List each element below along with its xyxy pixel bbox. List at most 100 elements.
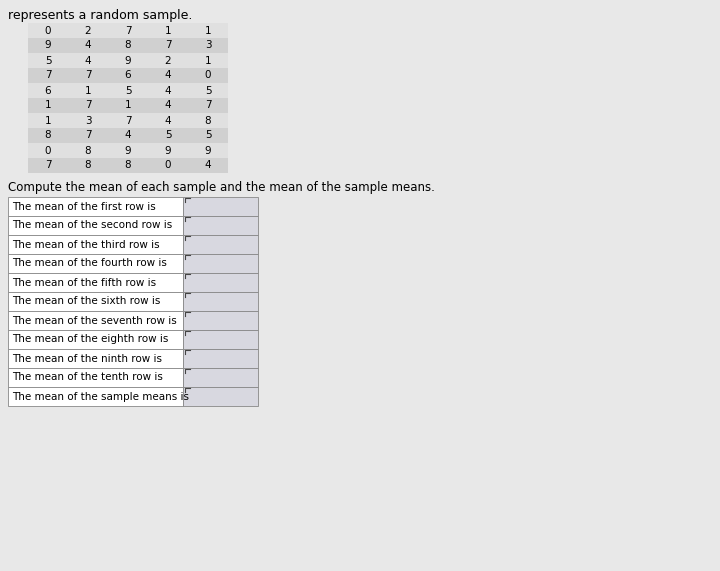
Bar [28, 128, 68, 143]
Bar [183, 330, 258, 349]
Bar [148, 158, 188, 173]
Bar [183, 311, 258, 330]
Bar [183, 368, 258, 387]
Bar [148, 23, 188, 38]
Bar [28, 158, 68, 173]
Bar [8, 273, 183, 292]
Text: 8: 8 [85, 160, 91, 171]
Text: 9: 9 [45, 41, 51, 50]
Text: 2: 2 [85, 26, 91, 35]
Bar [188, 83, 228, 98]
Text: 4: 4 [85, 41, 91, 50]
Bar [188, 98, 228, 113]
Bar [188, 143, 228, 158]
Bar [188, 23, 228, 38]
Text: 7: 7 [165, 41, 171, 50]
Text: 0: 0 [165, 160, 171, 171]
Text: 5: 5 [165, 131, 171, 140]
Bar [8, 368, 183, 387]
Bar [68, 68, 108, 83]
Text: 4: 4 [125, 131, 131, 140]
Bar [108, 98, 148, 113]
Bar [148, 83, 188, 98]
Text: The mean of the eighth row is: The mean of the eighth row is [12, 335, 168, 344]
Bar [8, 216, 183, 235]
Text: 1: 1 [125, 100, 131, 111]
Text: 8: 8 [125, 160, 131, 171]
Text: The mean of the seventh row is: The mean of the seventh row is [12, 316, 176, 325]
Bar [68, 128, 108, 143]
Bar [188, 68, 228, 83]
Bar [188, 113, 228, 128]
Bar [8, 311, 183, 330]
Text: 1: 1 [165, 26, 171, 35]
Text: 6: 6 [45, 86, 51, 95]
Bar [108, 83, 148, 98]
Text: 1: 1 [45, 115, 51, 126]
Bar [108, 158, 148, 173]
Bar [28, 98, 68, 113]
Bar [188, 38, 228, 53]
Text: 4: 4 [165, 115, 171, 126]
Bar [183, 216, 258, 235]
Text: 7: 7 [85, 70, 91, 81]
Text: 0: 0 [204, 70, 211, 81]
Text: The mean of the third row is: The mean of the third row is [12, 239, 160, 250]
Bar [8, 197, 183, 216]
Text: The mean of the sample means is: The mean of the sample means is [12, 392, 189, 401]
Bar [28, 68, 68, 83]
Text: 1: 1 [204, 26, 211, 35]
Text: 7: 7 [45, 70, 51, 81]
Text: 1: 1 [45, 100, 51, 111]
Bar [188, 53, 228, 68]
Text: The mean of the tenth row is: The mean of the tenth row is [12, 372, 163, 383]
Bar [188, 128, 228, 143]
Bar [68, 53, 108, 68]
Text: 5: 5 [125, 86, 131, 95]
Bar [148, 98, 188, 113]
Text: The mean of the sixth row is: The mean of the sixth row is [12, 296, 161, 307]
Bar [68, 83, 108, 98]
Text: 4: 4 [165, 100, 171, 111]
Bar [68, 143, 108, 158]
Bar [68, 23, 108, 38]
Text: The mean of the fourth row is: The mean of the fourth row is [12, 259, 167, 268]
Text: The mean of the fifth row is: The mean of the fifth row is [12, 278, 156, 288]
Bar [148, 38, 188, 53]
Text: 1: 1 [85, 86, 91, 95]
Text: 7: 7 [125, 115, 131, 126]
Text: 8: 8 [85, 146, 91, 155]
Text: 7: 7 [85, 131, 91, 140]
Text: The mean of the second row is: The mean of the second row is [12, 220, 172, 231]
Bar [188, 158, 228, 173]
Bar [28, 38, 68, 53]
Text: The mean of the ninth row is: The mean of the ninth row is [12, 353, 162, 364]
Bar [183, 254, 258, 273]
Bar [183, 197, 258, 216]
Text: 3: 3 [204, 41, 211, 50]
Bar [183, 349, 258, 368]
Text: 9: 9 [125, 146, 131, 155]
Text: 4: 4 [204, 160, 211, 171]
Text: 3: 3 [85, 115, 91, 126]
Text: Compute the mean of each sample and the mean of the sample means.: Compute the mean of each sample and the … [8, 181, 435, 194]
Bar [8, 387, 183, 406]
Bar [108, 143, 148, 158]
Bar [28, 113, 68, 128]
Bar [68, 158, 108, 173]
Text: 4: 4 [165, 70, 171, 81]
Text: 1: 1 [204, 55, 211, 66]
Text: 9: 9 [204, 146, 211, 155]
Bar [108, 53, 148, 68]
Bar [108, 38, 148, 53]
Bar [183, 273, 258, 292]
Text: 7: 7 [45, 160, 51, 171]
Bar [68, 98, 108, 113]
Bar [148, 128, 188, 143]
Text: 7: 7 [85, 100, 91, 111]
Bar [108, 113, 148, 128]
Text: 7: 7 [204, 100, 211, 111]
Text: 8: 8 [45, 131, 51, 140]
Bar [28, 53, 68, 68]
Bar [108, 128, 148, 143]
